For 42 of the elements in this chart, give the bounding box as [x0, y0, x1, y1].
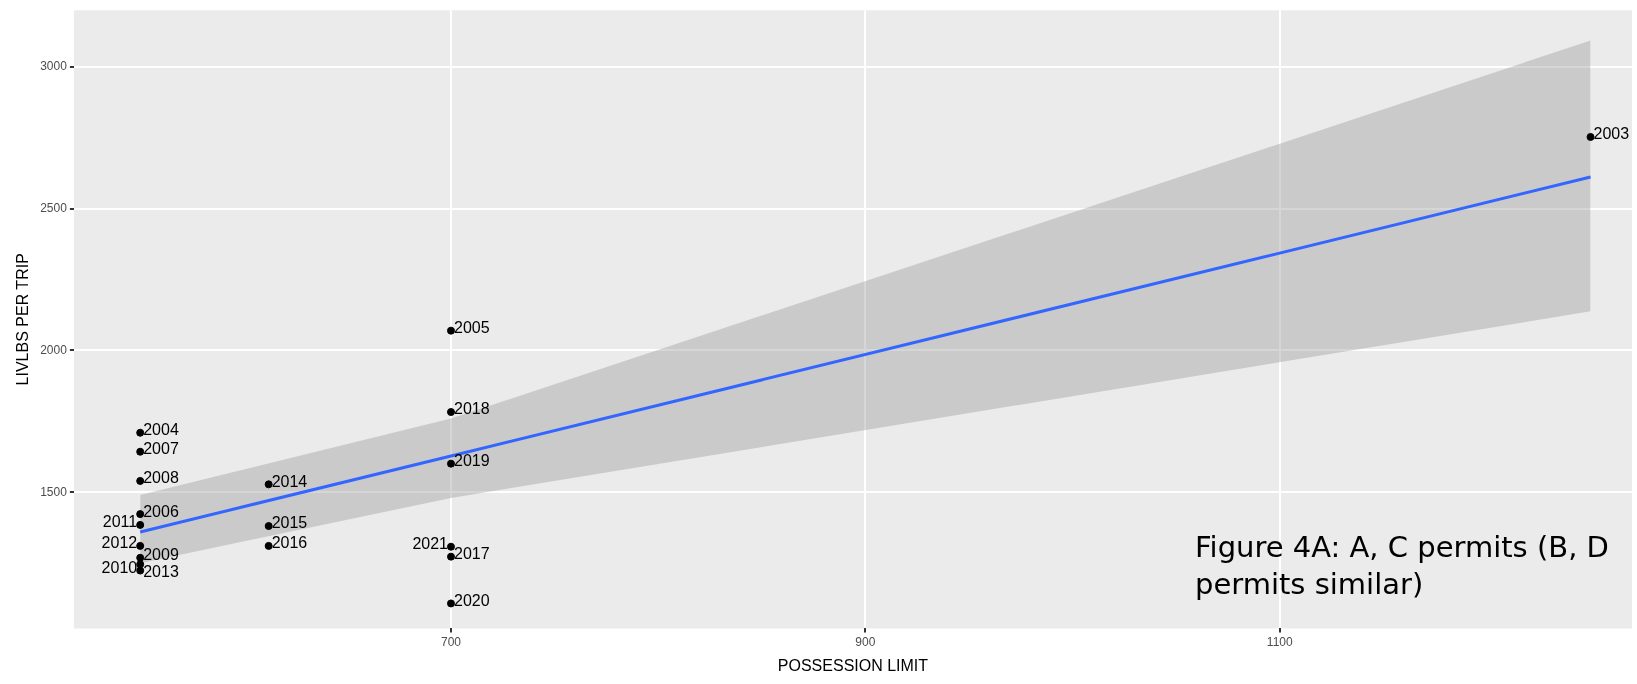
annotation: 2017 — [453, 545, 490, 563]
point — [136, 428, 145, 437]
annotation: 2012 — [101, 534, 138, 552]
point — [264, 480, 273, 489]
y-tick-label: 3000 — [40, 59, 68, 74]
annotation: 2010 — [101, 558, 138, 576]
point — [136, 553, 145, 562]
annotation: 2005 — [453, 319, 490, 337]
annotation: 2006 — [143, 502, 179, 520]
y-axis-title: LIVLBS PER TRIP — [14, 253, 32, 386]
annotation: 2008 — [143, 469, 179, 487]
annotation: 2020 — [453, 591, 490, 609]
point — [446, 459, 455, 468]
point — [446, 599, 455, 608]
point — [136, 447, 145, 456]
annotation: 2015 — [271, 514, 308, 532]
x-tick-label: 700 — [440, 634, 462, 649]
y-tick-label: 2500 — [40, 201, 68, 216]
annotation: 2013 — [143, 562, 179, 580]
annotation: 2009 — [143, 546, 179, 564]
annotation: 2014 — [271, 472, 308, 490]
annotation: 2003 — [1593, 125, 1630, 143]
annotation: 2011 — [102, 513, 138, 531]
point — [264, 541, 273, 550]
point — [446, 326, 455, 335]
annotation: 2016 — [271, 534, 308, 552]
point — [446, 552, 455, 561]
annotation: Figure 4A: A, C permits (B, D permits similar) — [1195, 528, 1610, 604]
annotation: 2007 — [143, 440, 179, 458]
y-tick-label: 2000 — [40, 342, 68, 357]
y-tick-label: 1500 — [40, 484, 68, 499]
annotation: 2021 — [412, 535, 449, 553]
x-axis-title: POSSESSION LIMIT — [777, 656, 929, 674]
x-tick-label: 900 — [855, 634, 876, 649]
point — [446, 408, 455, 417]
point — [136, 476, 145, 485]
annotation: 2004 — [143, 421, 179, 439]
annotation: 2018 — [453, 400, 490, 418]
point — [264, 522, 273, 531]
x-tick-label: 1100 — [1266, 634, 1293, 649]
point — [136, 520, 145, 529]
annotation: 2019 — [453, 452, 490, 470]
